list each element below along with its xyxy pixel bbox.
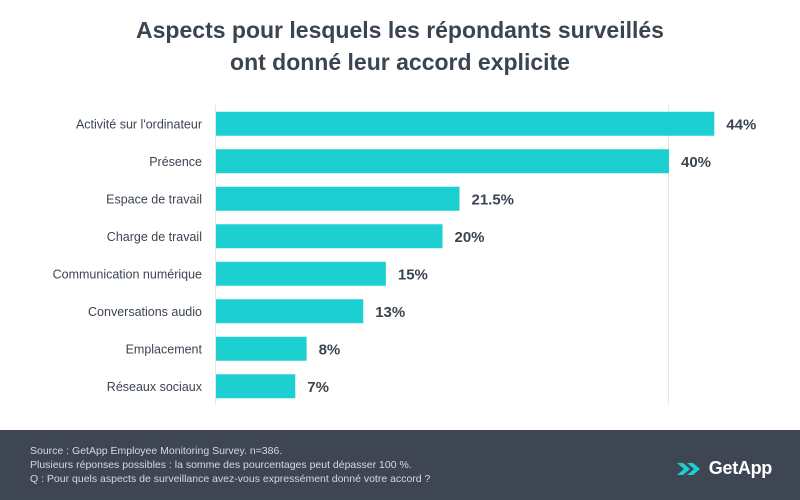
category-label: Espace de travail [106, 192, 202, 206]
value-label: 40% [681, 154, 711, 171]
value-label: 7% [307, 379, 329, 396]
note-text: Plusieurs réponses possibles : la somme … [30, 459, 412, 471]
category-label: Réseaux sociaux [107, 380, 203, 394]
category-label: Charge de travail [107, 230, 202, 244]
bar [216, 224, 443, 249]
bar [216, 261, 386, 286]
getapp-logo: GetApp [676, 458, 773, 479]
bar [216, 186, 460, 211]
value-label: 13% [375, 304, 405, 321]
value-label: 8% [319, 341, 341, 358]
category-label: Présence [149, 155, 202, 169]
chart-title-line-1: Aspects pour lesquels les répondants sur… [136, 17, 664, 43]
category-label: Activité sur l'ordinateur [76, 117, 202, 131]
chart-title-line-2: ont donné leur accord explicite [230, 49, 570, 75]
question-text: Q : Pour quels aspects de surveillance a… [30, 473, 431, 485]
bar [216, 374, 296, 399]
value-label: 21.5% [471, 191, 514, 208]
value-label: 20% [455, 229, 485, 246]
footer: Source : GetApp Employee Monitoring Surv… [0, 430, 800, 500]
bar [216, 149, 669, 174]
bar [216, 336, 307, 361]
value-label: 44% [726, 116, 756, 133]
bar [216, 111, 715, 136]
brand-name: GetApp [708, 458, 773, 478]
category-label: Conversations audio [88, 305, 202, 319]
value-label: 15% [398, 266, 428, 283]
footer-notes: Source : GetApp Employee Monitoring Surv… [30, 444, 430, 486]
category-label: Emplacement [126, 342, 203, 356]
source-text: Source : GetApp Employee Monitoring Surv… [30, 445, 283, 457]
bar [216, 299, 364, 324]
bar-chart: Activité sur l'ordinateur 44% Présence 40% E… [53, 105, 756, 405]
category-label: Communication numérique [53, 267, 202, 281]
chevrons-icon [676, 462, 700, 475]
chart-title: Aspects pour lesquels les répondants sur… [0, 14, 800, 78]
